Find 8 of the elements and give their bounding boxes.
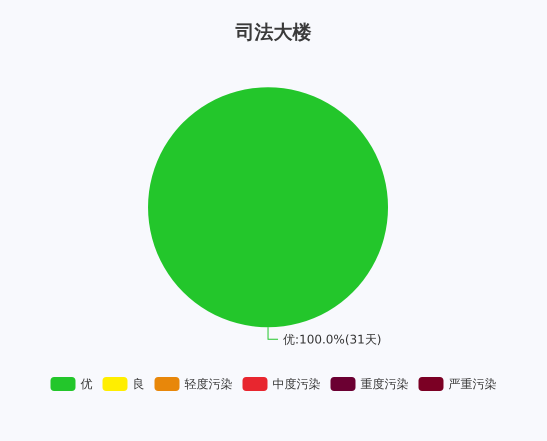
legend-label: 中度污染 xyxy=(272,377,320,391)
legend-label: 良 xyxy=(132,377,144,391)
legend-label: 严重污染 xyxy=(448,377,496,391)
data-label: 优:100.0%(31天) xyxy=(283,332,382,346)
chart-title: 司法大楼 xyxy=(234,22,312,44)
legend-label: 优 xyxy=(80,377,92,391)
legend-label: 重度污染 xyxy=(360,377,408,391)
legend-label: 轻度污染 xyxy=(184,377,232,391)
